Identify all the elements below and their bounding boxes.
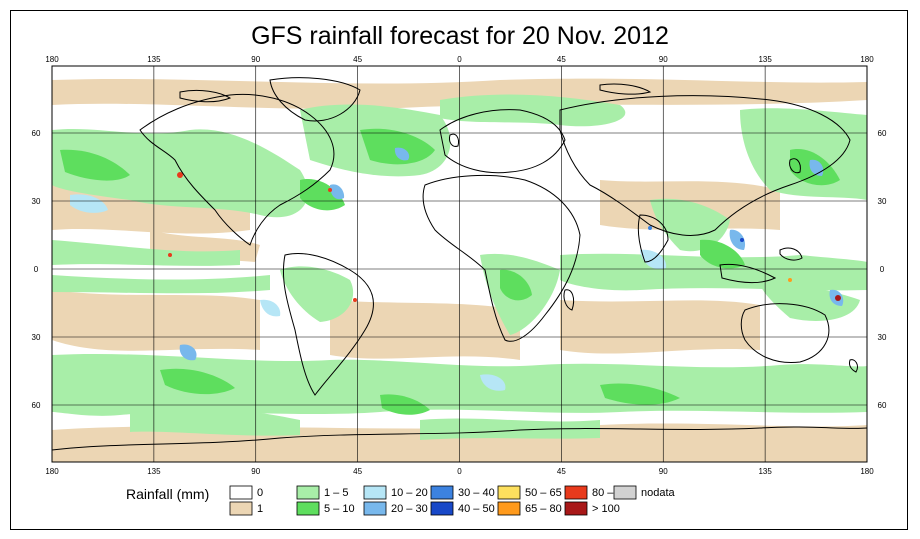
- lat-tick-label: 60: [878, 401, 887, 410]
- lat-tick-label: 30: [32, 333, 41, 342]
- legend-label: 30 – 40: [458, 487, 495, 499]
- lon-tick-label: 90: [251, 55, 260, 64]
- legend-swatch: [613, 485, 637, 500]
- legend-label: nodata: [641, 487, 676, 499]
- legend-label: 0: [257, 487, 263, 499]
- legend-items: 0 1 1 – 5 5 – 10 10 – 20 20 – 30 30 – 40 40 – 5…: [229, 485, 676, 516]
- lon-tick-label: 135: [758, 55, 772, 64]
- legend-swatch: [229, 485, 253, 500]
- lon-tick-label: 0: [457, 55, 462, 64]
- legend-swatch: [497, 485, 521, 500]
- legend-title: Rainfall (mm): [126, 486, 209, 502]
- legend-label: 40 – 50: [458, 503, 495, 515]
- coastlines: [52, 77, 867, 451]
- legend-label: 20 – 30: [391, 503, 428, 515]
- legend-swatch: [363, 485, 387, 500]
- lon-tick-label: 135: [758, 467, 772, 476]
- lat-tick-label: 30: [878, 197, 887, 206]
- legend-swatch: [564, 485, 588, 500]
- rain-5to10mm-areas: [60, 128, 840, 415]
- legend-label: 65 – 80: [525, 503, 562, 515]
- legend-swatch: [296, 485, 320, 500]
- lon-tick-label: 45: [353, 55, 362, 64]
- legend-swatch: [363, 501, 387, 516]
- figure-frame: [10, 10, 908, 530]
- lat-tick-label: 60: [32, 401, 41, 410]
- legend-label: > 100: [592, 503, 620, 515]
- left-latitude-labels: 60 30 0 30 60: [32, 129, 41, 410]
- map-title: GFS rainfall forecast for 20 Nov. 2012: [251, 22, 669, 50]
- legend-swatch: [229, 501, 253, 516]
- gridlines: [52, 66, 867, 462]
- bottom-longitude-labels: 180 135 90 45 0 45 90 135 180: [45, 467, 874, 476]
- lon-tick-label: 180: [860, 55, 874, 64]
- legend-swatch: [497, 501, 521, 516]
- lon-tick-label: 180: [860, 467, 874, 476]
- legend-swatch: [296, 501, 320, 516]
- rain-intense-spots: [168, 172, 841, 302]
- lon-tick-label: 45: [353, 467, 362, 476]
- legend-label: 5 – 10: [324, 503, 355, 515]
- map-border: [51, 65, 868, 463]
- legend-swatch: [564, 501, 588, 516]
- legend-label: 1 – 5: [324, 487, 348, 499]
- legend-label: 1: [257, 503, 263, 515]
- legend-swatch: [430, 501, 454, 516]
- lon-tick-label: 180: [45, 467, 59, 476]
- lon-tick-label: 90: [251, 467, 260, 476]
- right-latitude-labels: 60 30 0 30 60: [878, 129, 887, 410]
- lon-tick-label: 90: [659, 467, 668, 476]
- lon-tick-label: 45: [557, 467, 566, 476]
- lon-tick-label: 135: [147, 467, 161, 476]
- legend-label: 10 – 20: [391, 487, 428, 499]
- lon-tick-label: 0: [457, 467, 462, 476]
- lon-tick-label: 90: [659, 55, 668, 64]
- lat-tick-label: 30: [878, 333, 887, 342]
- lat-tick-label: 0: [880, 265, 885, 274]
- top-longitude-labels: 180 135 90 45 0 45 90 135 180: [45, 55, 874, 64]
- lat-tick-label: 30: [32, 197, 41, 206]
- lat-tick-label: 0: [34, 265, 39, 274]
- lon-tick-label: 45: [557, 55, 566, 64]
- lat-tick-label: 60: [32, 129, 41, 138]
- lon-tick-label: 180: [45, 55, 59, 64]
- lat-tick-label: 60: [878, 129, 887, 138]
- legend-label: 50 – 65: [525, 487, 562, 499]
- legend-swatch: [430, 485, 454, 500]
- lon-tick-label: 135: [147, 55, 161, 64]
